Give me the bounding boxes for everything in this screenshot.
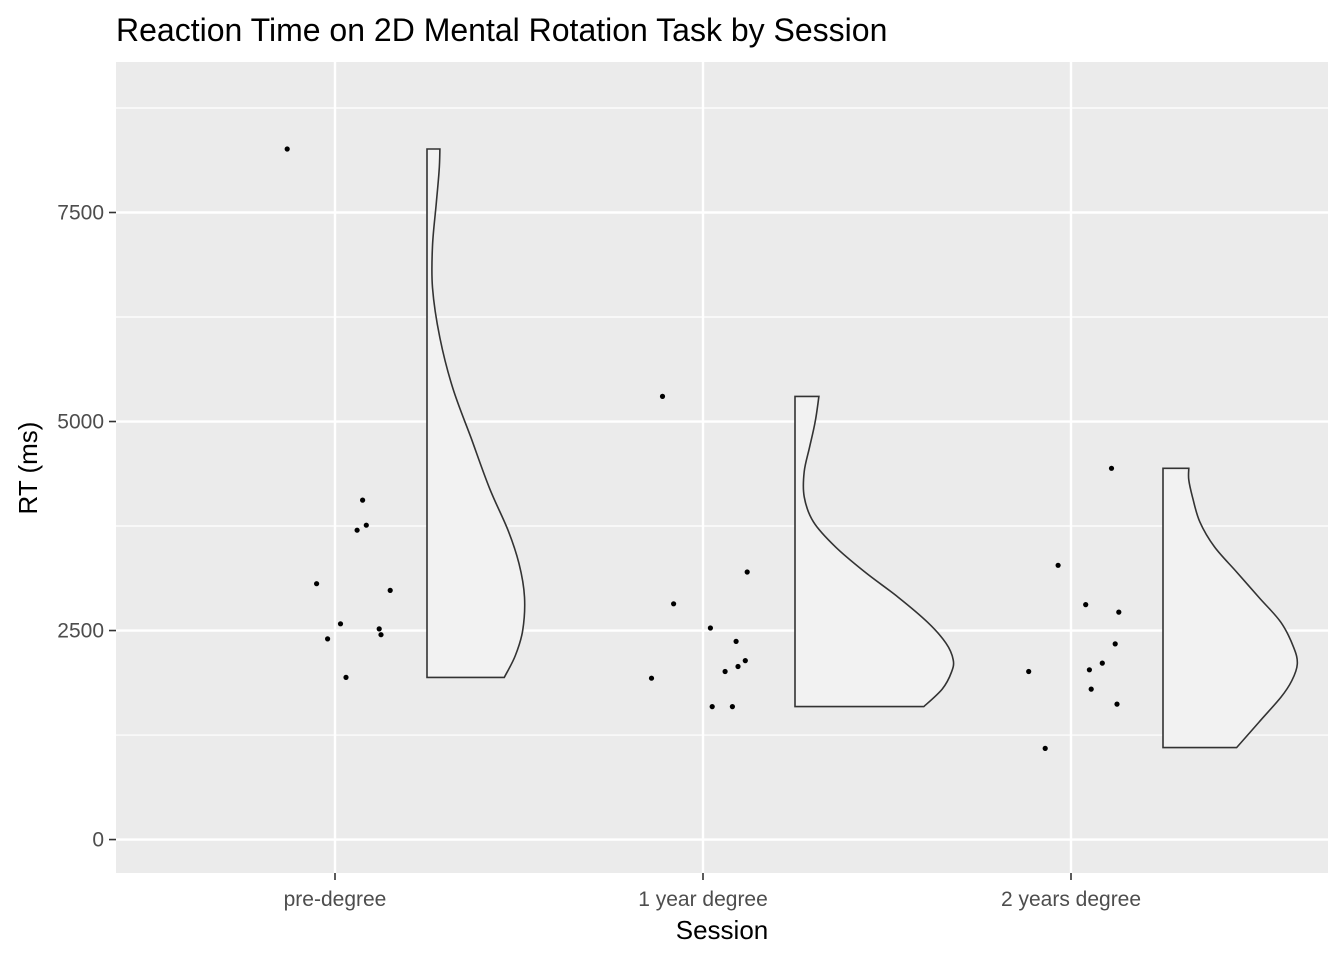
data-point bbox=[1112, 641, 1118, 647]
data-point bbox=[1099, 660, 1105, 666]
data-point bbox=[1086, 667, 1092, 673]
x-tick-label: pre-degree bbox=[284, 888, 387, 911]
y-tick-label: 5000 bbox=[57, 411, 104, 434]
data-point bbox=[1114, 701, 1120, 707]
data-point bbox=[735, 663, 741, 670]
data-point bbox=[363, 522, 369, 528]
chart-title: Reaction Time on 2D Mental Rotation Task… bbox=[116, 12, 887, 48]
x-tick-label: 1 year degree bbox=[638, 888, 768, 911]
point-layer bbox=[284, 146, 1122, 752]
data-point bbox=[671, 601, 677, 607]
x-axis-title: Session bbox=[676, 915, 769, 945]
data-point bbox=[1026, 668, 1032, 675]
data-point bbox=[360, 497, 366, 503]
data-point bbox=[1083, 602, 1089, 608]
data-point bbox=[1055, 562, 1061, 568]
plot-panel bbox=[116, 62, 1328, 873]
y-tick-label: 0 bbox=[92, 829, 104, 852]
violin-pre-degree bbox=[426, 148, 526, 679]
data-point bbox=[284, 146, 290, 152]
minor-gridlines bbox=[116, 107, 1328, 736]
y-tick-label: 7500 bbox=[57, 201, 104, 224]
data-point bbox=[742, 658, 748, 664]
data-point bbox=[1108, 465, 1115, 471]
data-point bbox=[376, 626, 382, 632]
data-point bbox=[337, 621, 344, 627]
x-tick-label: 2 years degree bbox=[1001, 888, 1141, 911]
data-point bbox=[707, 625, 714, 631]
y-axis-title: RT (ms) bbox=[13, 422, 43, 515]
x-axis: pre-degree 1 year degree 2 years degree bbox=[284, 873, 1141, 911]
data-point bbox=[1042, 745, 1048, 752]
data-point bbox=[709, 704, 715, 710]
data-point bbox=[733, 638, 739, 645]
data-point bbox=[722, 668, 728, 675]
violin-layer bbox=[426, 148, 1299, 749]
violin-2-years-degree bbox=[1162, 467, 1299, 749]
data-point bbox=[314, 581, 320, 587]
data-point bbox=[659, 393, 666, 399]
data-point bbox=[378, 632, 384, 638]
data-point bbox=[325, 636, 331, 642]
major-gridlines bbox=[116, 62, 1328, 873]
data-point bbox=[343, 674, 349, 681]
data-point bbox=[354, 527, 360, 533]
y-tick-label: 2500 bbox=[57, 620, 104, 643]
data-point bbox=[648, 675, 655, 681]
data-point bbox=[1088, 686, 1094, 692]
data-point bbox=[387, 587, 393, 594]
data-point bbox=[1116, 609, 1122, 615]
violin-1-year-degree bbox=[794, 395, 955, 708]
data-point bbox=[729, 704, 736, 710]
y-axis: 0 2500 5000 7500 bbox=[57, 201, 116, 852]
data-point bbox=[744, 569, 750, 575]
